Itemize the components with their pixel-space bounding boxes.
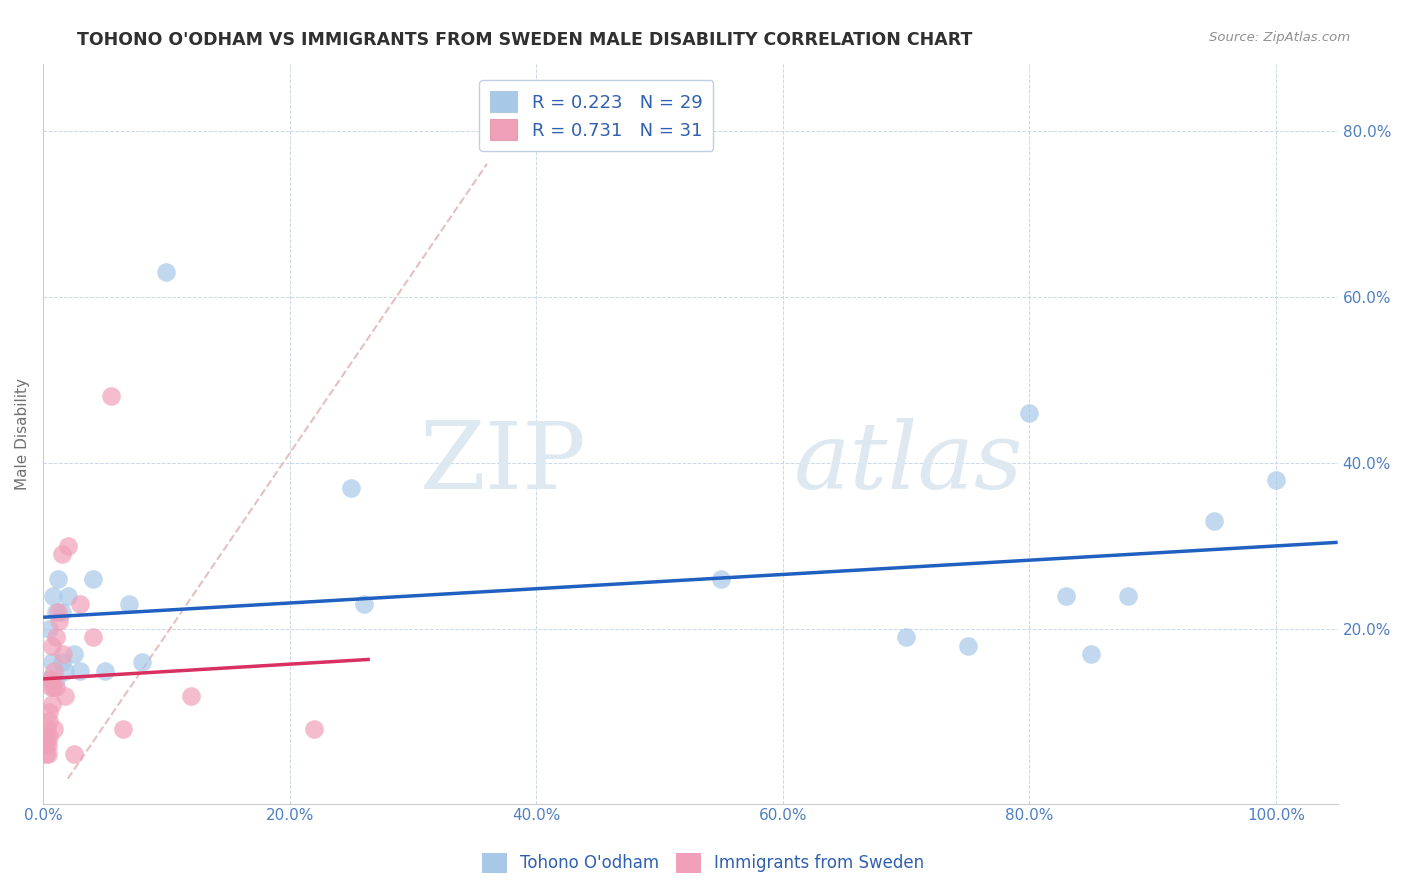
- Point: [112, 722, 135, 736]
- Point: [55, 664, 77, 678]
- Point: [100, 389, 122, 403]
- Point: [56, 589, 79, 603]
- Point: [37, 747, 59, 761]
- Point: [353, 597, 375, 611]
- Point: [41, 697, 63, 711]
- Point: [1265, 473, 1288, 487]
- Point: [34, 739, 56, 753]
- Point: [41, 639, 63, 653]
- Point: [894, 631, 917, 645]
- Point: [1054, 589, 1077, 603]
- Point: [35, 722, 58, 736]
- Point: [41, 656, 63, 670]
- Point: [51, 606, 73, 620]
- Point: [42, 680, 65, 694]
- Point: [38, 730, 60, 744]
- Point: [956, 639, 979, 653]
- Point: [52, 647, 75, 661]
- Point: [38, 622, 60, 636]
- Point: [34, 747, 56, 761]
- Point: [131, 656, 153, 670]
- Point: [38, 714, 60, 728]
- Legend: Tohono O'odham, Immigrants from Sweden: Tohono O'odham, Immigrants from Sweden: [475, 847, 931, 880]
- Point: [1018, 406, 1040, 420]
- Point: [48, 614, 70, 628]
- Point: [51, 547, 73, 561]
- Point: [94, 664, 117, 678]
- Point: [63, 747, 86, 761]
- Point: [39, 672, 62, 686]
- Text: TOHONO O'ODHAM VS IMMIGRANTS FROM SWEDEN MALE DISABILITY CORRELATION CHART: TOHONO O'ODHAM VS IMMIGRANTS FROM SWEDEN…: [77, 31, 973, 49]
- Point: [51, 656, 73, 670]
- Point: [37, 739, 59, 753]
- Legend: R = 0.223   N = 29, R = 0.731   N = 31: R = 0.223 N = 29, R = 0.731 N = 31: [479, 80, 713, 151]
- Point: [155, 265, 177, 279]
- Point: [42, 589, 65, 603]
- Point: [82, 572, 104, 586]
- Point: [56, 539, 79, 553]
- Point: [82, 631, 104, 645]
- Point: [46, 572, 69, 586]
- Text: atlas: atlas: [794, 418, 1024, 508]
- Point: [44, 631, 66, 645]
- Text: Source: ZipAtlas.com: Source: ZipAtlas.com: [1209, 31, 1350, 45]
- Point: [304, 722, 326, 736]
- Point: [44, 672, 66, 686]
- Point: [1204, 514, 1226, 528]
- Point: [44, 664, 66, 678]
- Point: [180, 689, 202, 703]
- Point: [44, 606, 66, 620]
- Point: [710, 572, 733, 586]
- Point: [38, 705, 60, 719]
- Point: [39, 680, 62, 694]
- Point: [69, 664, 91, 678]
- Point: [69, 597, 91, 611]
- Point: [1116, 589, 1139, 603]
- Point: [35, 730, 58, 744]
- Point: [340, 481, 363, 495]
- Point: [55, 689, 77, 703]
- Y-axis label: Male Disability: Male Disability: [15, 378, 30, 490]
- Point: [44, 680, 66, 694]
- Point: [44, 722, 66, 736]
- Point: [1080, 647, 1102, 661]
- Point: [46, 606, 69, 620]
- Point: [38, 672, 60, 686]
- Point: [118, 597, 141, 611]
- Text: ZIP: ZIP: [420, 418, 586, 508]
- Point: [63, 647, 86, 661]
